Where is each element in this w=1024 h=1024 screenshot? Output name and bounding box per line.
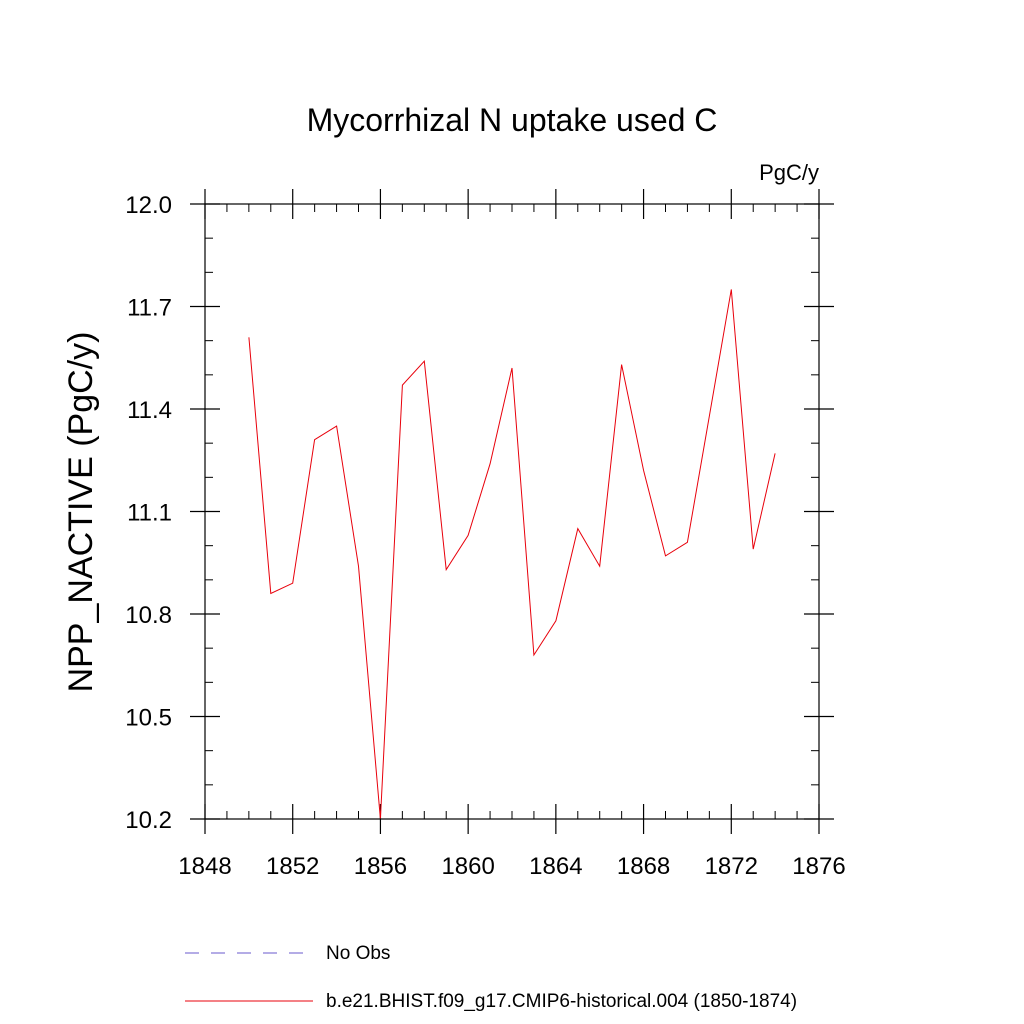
units-label: PgC/y — [759, 160, 819, 185]
plot-frame — [204, 203, 820, 820]
x-tick-label: 1872 — [705, 853, 758, 880]
x-tick-label: 1864 — [529, 853, 582, 880]
x-tick-label: 1860 — [441, 853, 494, 880]
y-tick-label: 10.8 — [125, 602, 172, 629]
legend: No Obs b.e21.BHIST.f09_g17.CMIP6-histori… — [185, 943, 797, 1012]
y-tick-label: 12.0 — [125, 192, 172, 219]
y-tick-label: 11.7 — [127, 295, 172, 322]
x-tick-label: 1852 — [266, 853, 319, 880]
legend-label-no-obs: No Obs — [326, 943, 390, 964]
y-tick-label: 11.4 — [127, 397, 172, 424]
major-ticks — [190, 189, 834, 834]
chart-title: Mycorrhizal N uptake used C — [307, 102, 718, 138]
x-tick-label: 1876 — [792, 853, 845, 880]
x-tick-label: 1856 — [354, 853, 407, 880]
minor-ticks — [205, 204, 819, 819]
legend-label-historical: b.e21.BHIST.f09_g17.CMIP6-historical.004… — [326, 991, 797, 1012]
y-tick-label: 10.2 — [125, 807, 172, 834]
x-tick-label: 1868 — [617, 853, 670, 880]
y-tick-labels: 10.2 10.5 10.8 11.1 11.4 11.7 12.0 — [125, 192, 172, 834]
y-axis-label: NPP_NACTIVE (PgC/y) — [62, 332, 100, 693]
series-line — [248, 289, 776, 820]
x-tick-labels: 1848 1852 1856 1860 1864 1868 1872 1876 — [178, 853, 845, 880]
y-tick-label: 10.5 — [125, 705, 172, 732]
x-tick-label: 1848 — [178, 853, 231, 880]
y-tick-label: 11.1 — [127, 500, 172, 527]
